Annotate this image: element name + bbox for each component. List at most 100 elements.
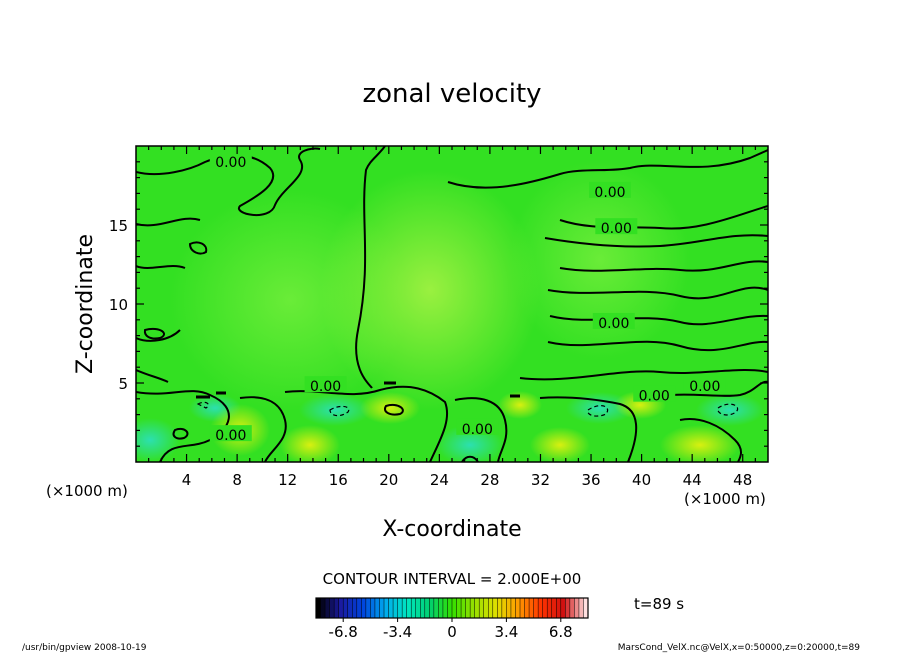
y-tick-label-2: 15 [109,217,128,235]
colorbar-cell-59 [583,598,589,618]
contour-label-2: 0.00 [601,221,632,237]
x-tick-label-8: 36 [581,471,600,489]
colorbar-cell-13 [374,598,381,618]
contour-label-4: 0.00 [310,379,341,395]
colorbar-cell-23 [420,598,426,618]
contour-interval-text: CONTOUR INTERVAL = 2.000E+00 [323,570,582,588]
colorbar-cell-20 [406,598,412,618]
contour-label-8: 0.00 [462,422,493,438]
colorbar-cell-35 [474,598,480,618]
contour-label-7: 0.00 [215,428,246,444]
x-tick-label-7: 32 [531,471,550,489]
x-tick-label-2: 12 [278,471,297,489]
colorbar-cell-17 [393,598,399,618]
colorbar-cell-39 [492,598,498,618]
colorbar-cell-53 [556,598,562,618]
colorbar-cell-46 [524,598,530,618]
colorbar-tick-label-3: 3.4 [494,623,518,641]
x-tick-label-11: 48 [733,471,752,489]
time-label: t=89 s [634,595,684,613]
x-tick-label-9: 40 [632,471,651,489]
contour-lines [136,146,768,462]
colorbar-cell-28 [442,598,449,618]
colorbar-cell-50 [542,598,548,618]
colorbar-cell-21 [411,598,417,618]
colorbar-cell-22 [415,598,421,618]
colorbar-cell-4 [334,598,340,618]
plot-area: 0.00 0.00 0.00 0.00 0.00 0.00 0.00 0.00 0.00 [136,146,768,462]
colorbar-cell-0 [316,598,322,618]
colorbar-cell-6 [343,598,349,618]
colorbar-cell-32 [461,598,467,618]
contour-labels: 0.00 0.00 0.00 0.00 0.00 0.00 0.00 0.00 0.00 [209,151,726,444]
colorbar-cell-49 [538,598,544,618]
colorbar-cell-44 [515,598,521,618]
x-tick-label-6: 28 [480,471,499,489]
contour-label-bg-7 [209,425,252,442]
colorbar-cell-58 [578,598,585,618]
colorbar-cell-9 [356,598,362,618]
colorbar-cell-41 [501,598,507,618]
footer-left: /usr/bin/gpview 2008-10-19 [22,643,147,653]
colorbar-cell-38 [488,598,494,618]
x-tick-label-3: 16 [329,471,348,489]
colorbar-cell-11 [365,598,371,618]
x-axis-label: X-coordinate [382,517,521,542]
x-tick-label-5: 24 [430,471,449,489]
colorbar-cell-54 [560,598,566,618]
colorbar-cell-34 [470,598,476,618]
x-unit-label-left: (×1000 m) [46,482,128,500]
colorbar-cell-14 [379,598,385,618]
contour-label-bg-2 [595,218,638,235]
x-tick-labels: 4 8 12 16 20 24 28 32 36 40 44 48 [182,471,752,489]
x-tick-label-0: 4 [182,471,192,489]
field-blob-mid [320,170,540,410]
colorbar-tick-label-1: -3.4 [383,623,412,641]
colorbar-cell-47 [529,598,535,618]
colorbar-tick-label-2: 0 [447,623,457,641]
contour-label-bg-8 [456,418,499,435]
colorbar [315,597,589,622]
colorbar-cell-30 [452,598,458,618]
contour-label-3: 0.00 [598,316,629,332]
contour-label-bg-0 [209,151,252,168]
axis-ticks [136,146,768,462]
colorbar-cell-57 [574,598,580,618]
contour-label-bg-3 [592,312,635,329]
colorbar-cell-3 [329,598,335,618]
colorbar-cell-42 [506,598,512,618]
x-tick-label-10: 44 [683,471,702,489]
colorbar-cell-1 [320,598,326,618]
colorbar-cell-45 [520,598,526,618]
colorbar-tick-label-4: 6.8 [549,623,573,641]
contour-lines-negative [196,401,739,417]
footer-right: MarsCond_VelX.nc@VelX,x=0:50000,z=0:2000… [618,643,861,653]
y-axis-label: Z-coordinate [73,234,98,374]
contour-label-0: 0.00 [215,155,246,171]
x-tick-label-4: 20 [379,471,398,489]
contour-label-1: 0.00 [594,185,625,201]
colorbar-cell-36 [479,598,485,618]
colorbar-tick-label-0: -6.8 [329,623,358,641]
colorbar-cell-8 [352,598,358,618]
colorbar-cell-18 [397,598,403,618]
y-tick-labels: 5 10 15 [109,217,128,393]
contour-label-bg-6 [633,385,676,402]
x-tick-label-1: 8 [232,471,242,489]
colorbar-cell-55 [565,598,571,618]
colorbar-cell-15 [384,598,390,618]
contour-label-5: 0.00 [689,379,720,395]
field-blob-right [510,160,690,360]
colorbar-cell-48 [533,598,539,618]
y-tick-label-0: 5 [118,375,128,393]
contour-label-bg-1 [589,181,631,198]
colorbar-cell-19 [402,598,408,618]
contour-label-6: 0.00 [639,389,670,405]
colorbar-cell-2 [325,598,331,618]
colorbar-cell-26 [433,598,439,618]
contour-label-bg-4 [304,376,347,393]
colorbar-cell-51 [547,598,553,618]
colorbar-cell-40 [497,598,503,618]
colorbar-cell-5 [338,598,344,618]
